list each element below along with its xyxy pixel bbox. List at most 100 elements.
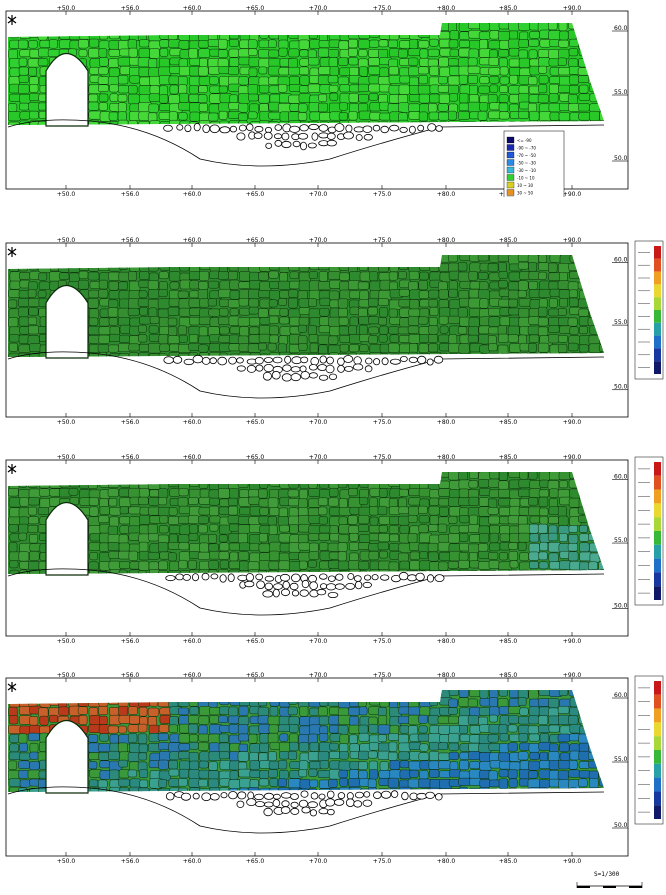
right-tick-label: 50.0 xyxy=(614,602,628,609)
legend-label: -90 ~ -70 xyxy=(517,146,536,151)
legend-color-band xyxy=(654,322,661,336)
bottom-tick-label: +65.0 xyxy=(246,638,265,644)
top-tick-label: +85.0 xyxy=(499,237,518,244)
legend-color-band xyxy=(654,722,661,737)
bottom-tick-label: +50.0 xyxy=(57,191,76,197)
displacement-map-2: +50.0 +50.0 +56.0 +56.0 +60.0 +60.0 +65.0 +65.0… xyxy=(5,237,629,425)
north-arrow-icon xyxy=(7,682,17,692)
legend-color-band xyxy=(654,517,661,531)
right-tick-label: 60.0 xyxy=(614,256,628,263)
displacement-map-4: +50.0 +50.0 +56.0 +56.0 +60.0 +60.0 +65.0 +65.0… xyxy=(5,672,629,864)
bottom-tick-label: +65.0 xyxy=(246,858,265,864)
color-legend-2 xyxy=(634,240,664,380)
legend-color-band xyxy=(654,750,661,764)
legend-color-band xyxy=(654,694,661,709)
right-tick-label: 55.0 xyxy=(614,537,628,544)
legend-label: 10 ~ 30 xyxy=(517,183,534,188)
legend-color-band xyxy=(654,586,661,600)
legend-color-band xyxy=(654,736,661,750)
bottom-tick-label: +85.0 xyxy=(499,419,518,425)
north-arrow-icon xyxy=(7,15,17,25)
top-tick-label: +85.0 xyxy=(499,672,518,679)
bottom-tick-label: +85.0 xyxy=(499,638,518,644)
bottom-tick-label: +56.0 xyxy=(121,419,140,425)
legend-label: 30 ~ 50 xyxy=(517,191,534,196)
bottom-tick-label: +90.0 xyxy=(563,419,582,425)
legend-label: -30 ~ -10 xyxy=(517,168,536,173)
bottom-tick-label: +75.0 xyxy=(373,191,392,197)
bottom-tick-label: +50.0 xyxy=(57,419,76,425)
right-tick-label: 60.0 xyxy=(614,25,628,32)
top-tick-label: +56.0 xyxy=(121,5,140,12)
legend-color-band xyxy=(654,708,661,723)
legend-color-band xyxy=(654,271,661,285)
top-tick-label: +80.0 xyxy=(437,454,456,461)
north-arrow-icon xyxy=(7,464,17,474)
legend-color-band xyxy=(654,489,661,504)
bottom-tick-label: +65.0 xyxy=(246,191,265,197)
top-tick-label: +60.0 xyxy=(183,5,202,12)
bottom-tick-label: +60.0 xyxy=(183,419,202,425)
bottom-tick-label: +60.0 xyxy=(183,858,202,864)
top-tick-label: +70.0 xyxy=(309,5,328,12)
scale-label: S=1/300 xyxy=(594,871,620,878)
panel-2: +50.0 +50.0 +56.0 +56.0 +60.0 +60.0 +65.0 +65.0… xyxy=(0,235,630,425)
right-tick-label: 55.0 xyxy=(614,756,628,763)
top-tick-label: +60.0 xyxy=(183,454,202,461)
bottom-tick-label: +75.0 xyxy=(373,419,392,425)
displacement-map-1: +50.0 +50.0 +56.0 +56.0 +60.0 +60.0 +65.0 +65.0… xyxy=(5,5,629,197)
bottom-tick-label: +60.0 xyxy=(183,191,202,197)
legend-color-band xyxy=(654,297,661,310)
bottom-tick-label: +70.0 xyxy=(309,191,328,197)
bottom-tick-label: +75.0 xyxy=(373,638,392,644)
bottom-tick-label: +65.0 xyxy=(246,419,265,425)
legend-color-band xyxy=(654,310,661,323)
legend-color-band xyxy=(654,246,661,259)
legend-swatch xyxy=(506,159,515,166)
top-tick-label: +65.0 xyxy=(246,672,265,679)
top-tick-label: +65.0 xyxy=(246,454,265,461)
top-tick-label: +90.0 xyxy=(563,454,582,461)
bottom-tick-label: +70.0 xyxy=(309,858,328,864)
bottom-tick-label: +70.0 xyxy=(309,638,328,644)
top-tick-label: +70.0 xyxy=(309,672,328,679)
top-tick-label: +50.0 xyxy=(57,237,76,244)
legend-label: <= -90 xyxy=(517,138,532,143)
bottom-tick-label: +90.0 xyxy=(563,638,582,644)
legend-label: -50 ~ -30 xyxy=(517,161,536,166)
legend-color-band xyxy=(654,284,661,298)
north-arrow-icon xyxy=(7,247,17,257)
legend-swatch xyxy=(506,189,515,196)
top-tick-label: +80.0 xyxy=(437,672,456,679)
legend-color-band xyxy=(654,475,661,490)
panel-3: +50.0 +50.0 +56.0 +56.0 +60.0 +60.0 +65.0 +65.0… xyxy=(0,452,630,644)
top-tick-label: +85.0 xyxy=(499,454,518,461)
color-legend-3 xyxy=(634,456,664,606)
legend-swatch xyxy=(506,136,515,144)
top-tick-label: +60.0 xyxy=(183,237,202,244)
right-tick-label: 60.0 xyxy=(614,474,628,481)
right-tick-label: 50.0 xyxy=(614,822,628,829)
top-tick-label: +75.0 xyxy=(373,672,392,679)
legend-color-band xyxy=(654,805,661,819)
top-tick-label: +80.0 xyxy=(437,5,456,12)
top-tick-label: +75.0 xyxy=(373,454,392,461)
legend-color-band xyxy=(654,503,661,518)
panel-4: +50.0 +50.0 +56.0 +56.0 +60.0 +60.0 +65.0 +65.0… xyxy=(0,670,630,864)
right-tick-label: 60.0 xyxy=(614,692,628,699)
top-tick-label: +50.0 xyxy=(57,672,76,679)
top-tick-label: +56.0 xyxy=(121,454,140,461)
top-tick-label: +80.0 xyxy=(437,237,456,244)
top-tick-label: +90.0 xyxy=(563,672,582,679)
legend-swatch xyxy=(506,166,515,174)
top-tick-label: +56.0 xyxy=(121,237,140,244)
bottom-tick-label: +56.0 xyxy=(121,858,140,864)
legend-color-band xyxy=(654,462,661,476)
bottom-tick-label: +85.0 xyxy=(499,858,518,864)
legend-label: -10 ~ 10 xyxy=(517,176,535,181)
scale-bar: S=1/300 xyxy=(572,871,652,892)
panel-1: +50.0 +50.0 +56.0 +56.0 +60.0 +60.0 +65.0 +65.0… xyxy=(0,3,630,197)
legend-swatch xyxy=(506,174,515,181)
bottom-tick-label: +56.0 xyxy=(121,191,140,197)
top-tick-label: +70.0 xyxy=(309,237,328,244)
